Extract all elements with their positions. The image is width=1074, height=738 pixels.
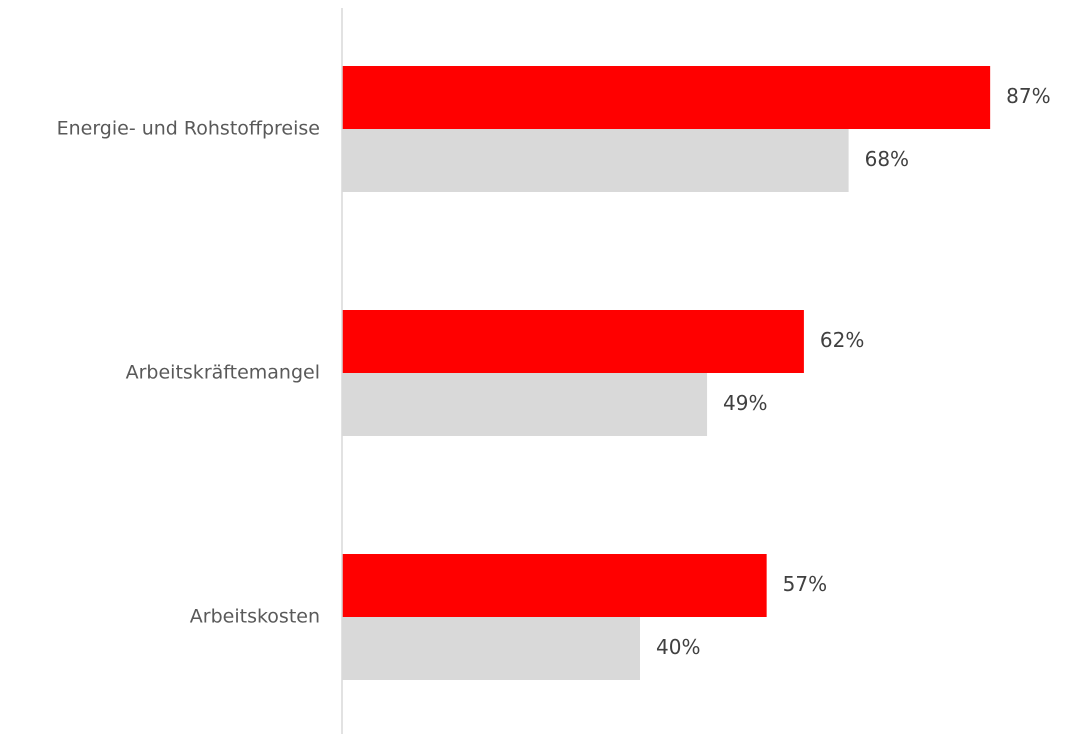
data-label-series1-arbeitskräftemangel: 62% <box>820 328 864 352</box>
data-label-series1-arbeitskosten: 57% <box>783 572 827 596</box>
bars-layer <box>342 66 991 680</box>
bar-series1-energie-und-rohstoffpreise <box>342 66 991 129</box>
bar-series1-arbeitskräftemangel <box>342 310 804 373</box>
data-label-series2-arbeitskräftemangel: 49% <box>723 391 767 415</box>
category-label-energie-und-rohstoffpreise: Energie- und Rohstoffpreise <box>57 118 320 140</box>
data-label-series1-energie-und-rohstoffpreise: 87% <box>1006 84 1050 108</box>
bar-series2-arbeitskräftemangel <box>342 373 708 436</box>
labels-layer: Energie- und Rohstoffpreise 87% 68% Arbeits… <box>57 84 1051 659</box>
data-label-series2-arbeitskosten: 40% <box>656 635 700 659</box>
bar-series1-arbeitskosten <box>342 554 767 617</box>
bar-series2-energie-und-rohstoffpreise <box>342 129 849 192</box>
data-label-series2-energie-und-rohstoffpreise: 68% <box>865 147 909 171</box>
bar-series2-arbeitskosten <box>342 617 640 680</box>
category-label-arbeitskräftemangel: Arbeitskräftemangel <box>126 362 320 384</box>
category-label-arbeitskosten: Arbeitskosten <box>190 606 320 628</box>
